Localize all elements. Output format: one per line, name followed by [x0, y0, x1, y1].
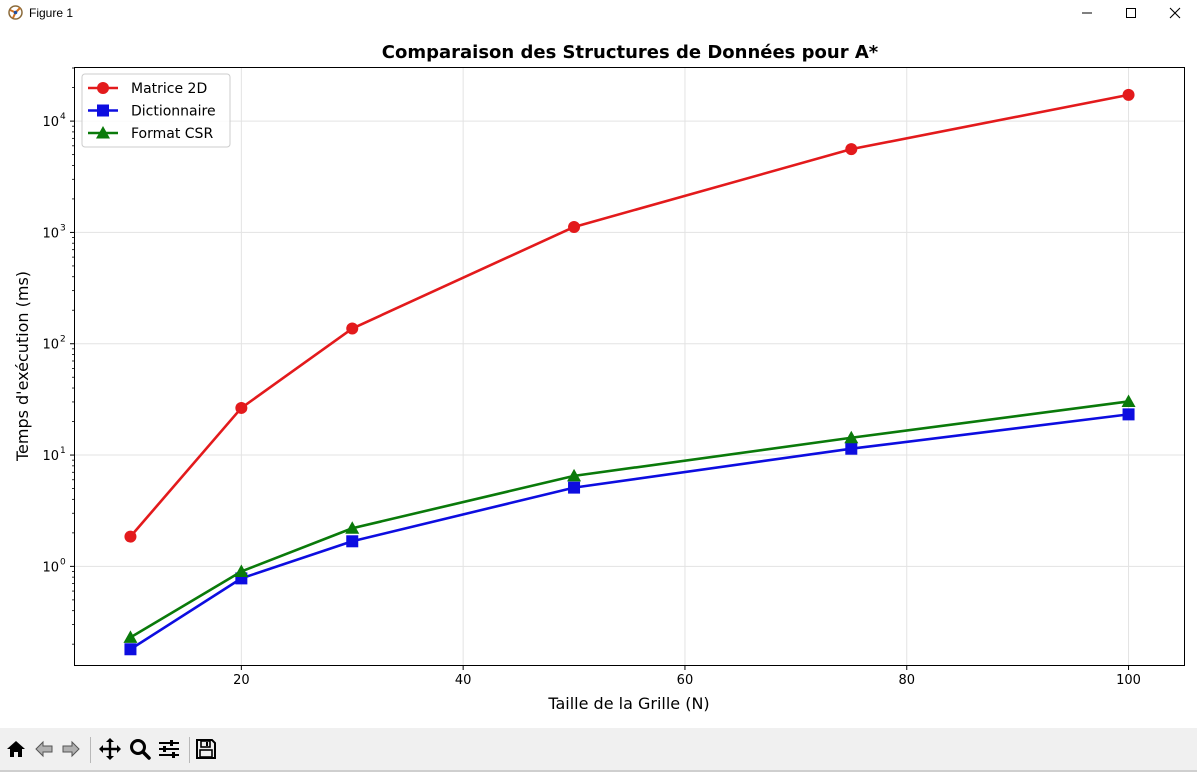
- legend: Matrice 2D Dictionnaire Format CSR: [81, 73, 231, 148]
- y-tick-label: 10: [42, 226, 59, 241]
- window-title: Figure 1: [29, 6, 74, 20]
- data-point: [1121, 394, 1136, 407]
- navigation-toolbar: [0, 728, 1197, 772]
- data-point: [346, 535, 359, 548]
- pan-button[interactable]: [97, 736, 123, 762]
- legend-marker: [97, 82, 109, 94]
- data-point: [345, 521, 360, 534]
- data-point: [568, 481, 581, 494]
- legend-label: Dictionnaire: [131, 104, 216, 120]
- matplotlib-icon: [8, 5, 23, 20]
- y-tick-exponent: 1: [60, 446, 66, 456]
- y-tick-label: 10: [42, 115, 59, 130]
- y-tick-exponent: 4: [60, 112, 66, 122]
- back-button[interactable]: [31, 736, 57, 762]
- series-line: [129, 93, 1129, 538]
- series-matrice-2d: [124, 88, 1135, 543]
- y-tick-exponent: 3: [60, 223, 66, 233]
- home-icon: [7, 741, 25, 757]
- data-point: [568, 220, 581, 233]
- zoom-button[interactable]: [127, 736, 153, 762]
- x-axis-ticks: 20 40 60 80 100: [233, 665, 1141, 688]
- legend-marker: [96, 126, 110, 139]
- data-point: [124, 643, 137, 656]
- forward-icon: [62, 740, 80, 758]
- data-point: [346, 322, 359, 335]
- toolbar-separator: [189, 737, 190, 763]
- series-line: [129, 413, 1129, 651]
- grid-lines: [75, 68, 1184, 665]
- x-tick-label: 100: [1116, 673, 1141, 688]
- legend-marker: [97, 104, 109, 117]
- save-button[interactable]: [193, 736, 219, 762]
- legend-box: [81, 73, 231, 148]
- close-button[interactable]: [1152, 0, 1197, 26]
- window-titlebar: Figure 1: [0, 0, 1197, 26]
- data-point: [845, 442, 858, 455]
- chart-title: Comparaison des Structures de Données po…: [382, 42, 879, 63]
- series-layer: [123, 88, 1136, 656]
- series-format-csr: [123, 394, 1136, 643]
- y-tick-exponent: 2: [60, 335, 66, 345]
- minimize-icon: [1082, 12, 1092, 14]
- maximize-button[interactable]: [1108, 0, 1154, 26]
- back-icon: [35, 740, 53, 758]
- maximize-icon: [1126, 8, 1136, 18]
- configure-subplots-icon: [159, 740, 179, 758]
- pan-icon: [99, 738, 121, 760]
- x-tick-label: 20: [233, 673, 250, 688]
- data-point: [123, 630, 138, 643]
- minimize-button[interactable]: [1064, 0, 1110, 26]
- data-point: [1122, 88, 1135, 101]
- figure-canvas[interactable]: Comparaison des Structures de Données po…: [0, 26, 1197, 728]
- legend-label: Matrice 2D: [131, 81, 207, 97]
- zoom-icon: [130, 739, 151, 760]
- y-tick-label: 10: [42, 560, 59, 575]
- y-tick-label: 10: [42, 449, 59, 464]
- y-tick-exponent: 0: [60, 557, 66, 567]
- save-icon: [196, 739, 216, 759]
- data-point: [234, 564, 249, 577]
- data-point: [844, 430, 859, 444]
- x-tick-label: 80: [898, 673, 915, 688]
- legend-item: Matrice 2D: [88, 81, 207, 97]
- legend-item: Format CSR: [88, 126, 213, 142]
- y-axis-label: Temps d'exécution (ms): [13, 271, 32, 462]
- y-tick-label: 10: [42, 338, 59, 353]
- chart: Comparaison des Structures de Données po…: [0, 26, 1197, 728]
- legend-label: Format CSR: [131, 126, 213, 142]
- series-line: [129, 400, 1129, 639]
- toolbar-separator: [90, 737, 91, 763]
- data-point: [567, 468, 582, 482]
- data-point: [845, 143, 858, 156]
- x-tick-label: 40: [455, 673, 472, 688]
- x-axis-label: Taille de la Grille (N): [547, 694, 709, 713]
- data-point: [235, 401, 248, 414]
- data-point: [124, 530, 137, 543]
- legend-item: Dictionnaire: [88, 104, 216, 120]
- forward-button[interactable]: [58, 736, 84, 762]
- home-button[interactable]: [3, 736, 29, 762]
- configure-subplots-button[interactable]: [156, 736, 182, 762]
- close-icon: [1169, 7, 1181, 19]
- x-tick-label: 60: [677, 673, 694, 688]
- axes-frame: [74, 67, 1185, 666]
- data-point: [1122, 408, 1135, 421]
